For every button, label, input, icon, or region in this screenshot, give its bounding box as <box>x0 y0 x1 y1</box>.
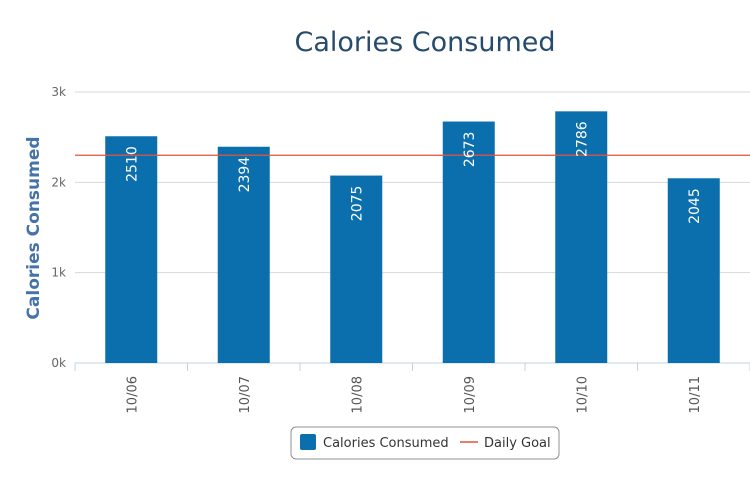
x-tick-label: 10/09 <box>463 376 478 413</box>
x-tick-label: 10/10 <box>575 376 590 413</box>
data-label: 2673 <box>462 132 478 168</box>
legend-label-goal: Daily Goal <box>484 436 551 451</box>
y-tick-label: 0k <box>51 356 66 370</box>
y-axis-label: Calories Consumed <box>24 136 44 319</box>
legend-item-goal[interactable]: Daily Goal <box>460 436 551 451</box>
x-tick-label: 10/06 <box>125 376 140 413</box>
data-labels: 2510 2394 2075 2673 2786 2045 <box>124 121 703 224</box>
y-tick-label: 3k <box>51 85 66 99</box>
bar[interactable] <box>555 111 608 364</box>
legend-swatch-calories <box>300 434 316 450</box>
x-tick-label: 10/11 <box>688 376 703 413</box>
data-label: 2510 <box>124 146 140 182</box>
x-axis-ticks: 10/06 10/07 10/08 10/09 10/10 10/11 <box>74 363 750 413</box>
bar[interactable] <box>105 136 158 363</box>
legend: Calories Consumed Daily Goal <box>290 426 560 460</box>
grid-lines <box>75 91 750 364</box>
y-tick-label: 2k <box>51 175 66 189</box>
data-label: 2786 <box>574 121 590 157</box>
x-tick-label: 10/08 <box>350 376 365 413</box>
bar[interactable] <box>667 178 720 363</box>
y-axis-ticks: 0k 1k 2k 3k <box>51 85 66 370</box>
bar[interactable] <box>330 175 383 363</box>
chart-title: Calories Consumed <box>295 27 556 58</box>
bar[interactable] <box>442 121 495 363</box>
data-label: 2394 <box>237 157 253 193</box>
bar[interactable] <box>217 146 270 363</box>
data-label: 2045 <box>687 188 703 224</box>
x-tick-label: 10/07 <box>238 376 253 413</box>
data-label: 2075 <box>349 186 365 222</box>
bar-series <box>105 111 720 364</box>
legend-label-calories: Calories Consumed <box>323 436 449 451</box>
legend-box <box>290 426 560 460</box>
y-tick-label: 1k <box>51 266 66 280</box>
legend-item-calories[interactable]: Calories Consumed <box>300 434 449 451</box>
